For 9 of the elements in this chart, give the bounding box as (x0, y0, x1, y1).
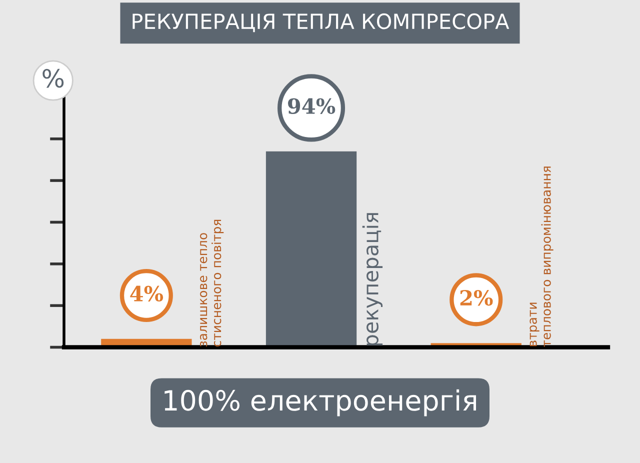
y-axis-title: % (42, 68, 64, 88)
x-tick-label: рекуперація (362, 213, 383, 346)
x-tick-label: втрати теплового випромінювання (530, 166, 554, 347)
data-label: 94% (288, 98, 336, 114)
data-label: 2% (460, 290, 493, 306)
text: 100% електроенергія (164, 389, 476, 416)
x-tick-label: залишкове тепло стисненого повітря (200, 220, 224, 347)
data-label: 4% (130, 286, 164, 302)
chart-title: РЕКУПЕРАЦІЯ ТЕПЛА КОМПРЕСОРА (132, 13, 510, 32)
